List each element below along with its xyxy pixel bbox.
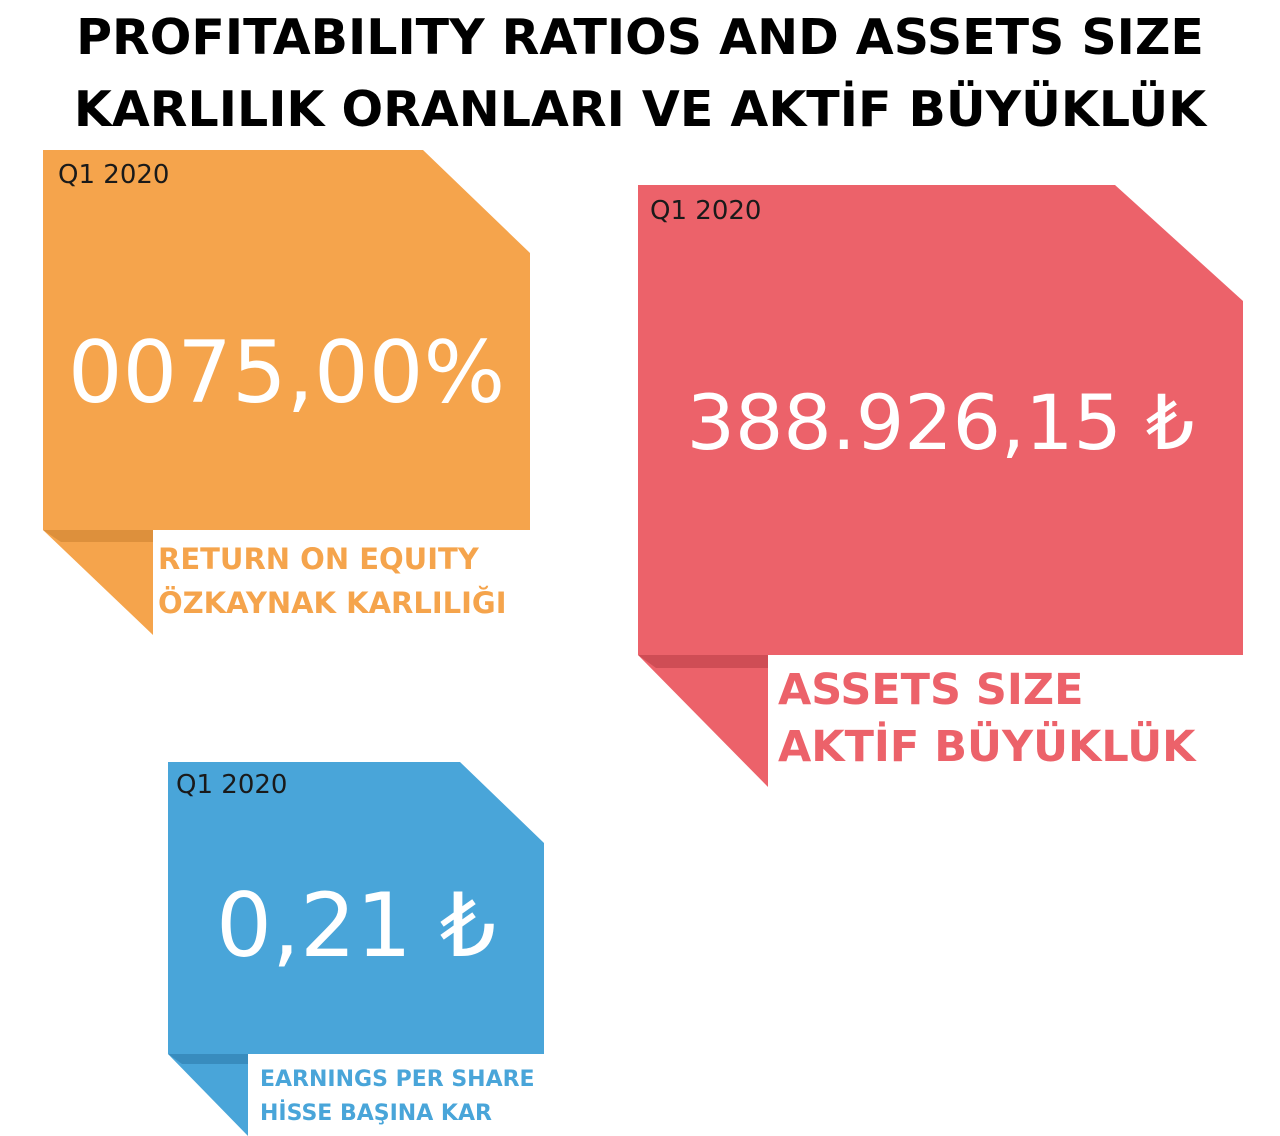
eps-card xyxy=(168,758,548,1136)
roe-card-corner-stripe xyxy=(437,146,534,241)
assets-value: 388.926,15 ₺ xyxy=(686,378,1195,467)
eps-card-corner-stripe xyxy=(470,758,548,834)
assets-period: Q1 2020 xyxy=(650,196,762,226)
roe-card-fold xyxy=(43,530,153,635)
roe-card-body xyxy=(43,150,530,530)
assets-label-english: ASSETS SIZE xyxy=(778,665,1084,715)
assets-card xyxy=(638,180,1247,787)
eps-label-turkish: HİSSE BAŞINA KAR xyxy=(260,1101,492,1126)
roe-label-english: RETURN ON EQUITY xyxy=(158,542,479,576)
eps-card-fold-shadow xyxy=(168,1054,248,1064)
roe-period: Q1 2020 xyxy=(58,160,170,190)
page-title-turkish: KARLILIK ORANLARI VE AKTİF BÜYÜKLÜK xyxy=(73,81,1207,138)
eps-value: 0,21 ₺ xyxy=(216,874,496,977)
roe-card xyxy=(43,146,534,635)
roe-card-fold-shadow xyxy=(43,530,153,542)
roe-label-turkish: ÖZKAYNAK KARLILIĞI xyxy=(158,586,507,620)
assets-card-body xyxy=(638,185,1243,655)
assets-card-fold-shadow xyxy=(638,655,768,668)
assets-label-turkish: AKTİF BÜYÜKLÜK xyxy=(778,722,1196,772)
page-title-english: PROFITABILITY RATIOS AND ASSETS SIZE xyxy=(76,9,1204,66)
assets-card-corner-stripe xyxy=(1129,180,1247,290)
eps-label-english: EARNINGS PER SHARE xyxy=(260,1067,535,1092)
eps-card-body xyxy=(168,762,544,1054)
eps-card-fold xyxy=(168,1054,248,1136)
assets-card-fold xyxy=(638,655,768,787)
eps-period: Q1 2020 xyxy=(176,770,288,800)
roe-value: 0075,00% xyxy=(67,323,506,423)
